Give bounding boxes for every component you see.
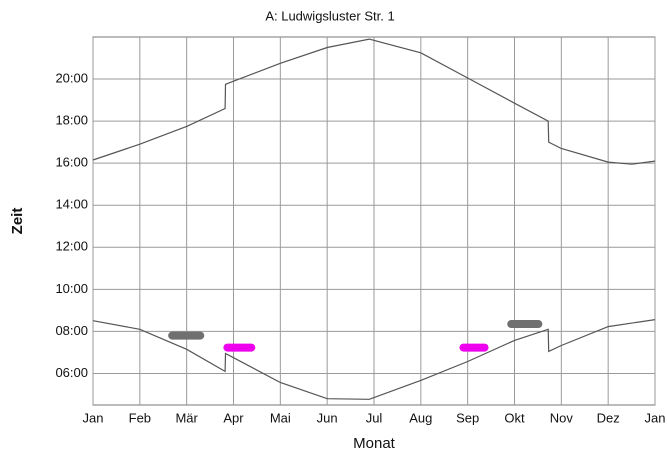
x-tick-label: Dez <box>597 410 620 425</box>
x-tick-label: Mai <box>270 410 291 425</box>
x-tick-label: Jan <box>645 410 666 425</box>
x-tick-label: Nov <box>550 410 574 425</box>
y-axis-label: Zeit <box>9 208 26 235</box>
x-tick-label: Okt <box>504 410 525 425</box>
x-tick-label: Mär <box>175 410 198 425</box>
y-tick-label: 10:00 <box>55 281 88 296</box>
y-tick-label: 12:00 <box>55 239 88 254</box>
x-tick-label: Jul <box>366 410 383 425</box>
x-tick-label: Apr <box>223 410 244 425</box>
x-tick-label: Sep <box>456 410 479 425</box>
y-tick-label: 18:00 <box>55 113 88 128</box>
y-tick-label: 08:00 <box>55 323 88 338</box>
x-tick-label: Jun <box>317 410 338 425</box>
y-tick-label: 20:00 <box>55 70 88 85</box>
y-tick-label: 06:00 <box>55 365 88 380</box>
time-line <box>92 38 656 165</box>
x-tick-label: Feb <box>129 410 151 425</box>
x-axis-label: Monat <box>353 435 396 452</box>
x-tick-label: Aug <box>409 410 432 425</box>
time-line <box>92 319 656 400</box>
chart-title: A: Ludwigsluster Str. 1 <box>265 8 394 23</box>
y-tick-label: 16:00 <box>55 155 88 170</box>
y-tick-label: 14:00 <box>55 197 88 212</box>
x-tick-label: Jan <box>83 410 104 425</box>
